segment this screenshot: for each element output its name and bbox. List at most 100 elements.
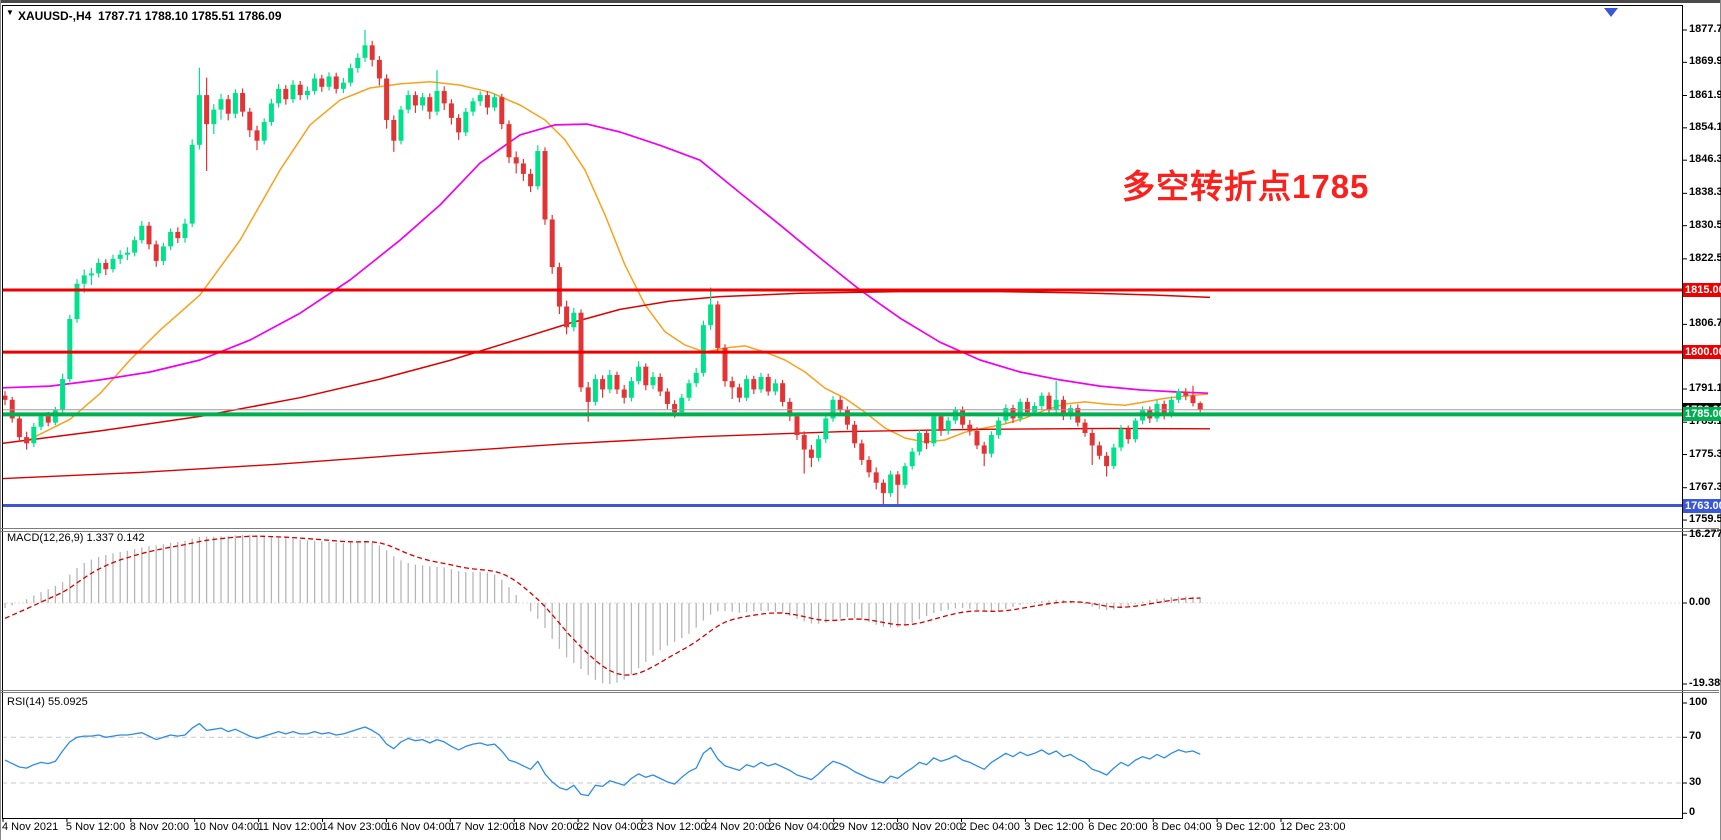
rsi-axis-label: 30	[1689, 776, 1702, 788]
time-axis-label: 26 Nov 04:00	[768, 821, 835, 833]
time-axis-label: 10 Nov 04:00	[193, 821, 260, 833]
candle-up	[182, 223, 188, 239]
candle-up	[340, 82, 346, 89]
time-axis-label: 18 Nov 20:00	[513, 821, 579, 833]
candle-down	[513, 157, 519, 164]
candle-up	[31, 426, 37, 444]
candle-down	[549, 219, 555, 268]
candle-down	[45, 416, 51, 423]
price-axis-label: 1861.90	[1689, 88, 1721, 101]
candle-up	[708, 304, 714, 326]
candle-up	[211, 109, 217, 125]
ma-slow-red	[2, 290, 1211, 445]
candle-up	[909, 451, 915, 467]
candle-down	[484, 95, 490, 108]
candle-down	[924, 432, 930, 444]
candle-down	[384, 78, 390, 120]
candle-up	[67, 318, 73, 380]
rsi-line	[4, 722, 1201, 797]
symbol-dropdown-icon[interactable]: ▼	[6, 8, 14, 17]
macd-indicator-label: MACD(12,26,9) 1.337 0.142	[7, 532, 145, 544]
candle-up	[607, 374, 613, 390]
time-axis-label: 8 Nov 20:00	[129, 821, 190, 833]
candle-down	[369, 45, 375, 60]
candle-down	[643, 366, 649, 386]
candle-up	[535, 151, 541, 187]
candle-down	[672, 403, 678, 413]
chart-shift-triangle-icon	[1604, 8, 1618, 17]
candle-down	[751, 379, 757, 390]
ma-fast-orange	[29, 81, 1209, 443]
candle-up	[636, 366, 642, 382]
candle-down	[974, 430, 980, 446]
time-axis-label: 8 Dec 04:00	[1152, 821, 1212, 833]
macd-axis-label: 16.277	[1689, 528, 1721, 540]
candle-down	[520, 163, 526, 174]
candle-down	[787, 401, 793, 417]
candle-down	[1089, 432, 1095, 446]
candle-down	[852, 424, 858, 444]
price-line-label: 1800.00	[1683, 345, 1721, 360]
time-axis-label: 30 Nov 20:00	[896, 821, 963, 833]
candle-down	[542, 151, 548, 220]
candle-down	[729, 381, 735, 388]
price-axis-label: 1759.50	[1689, 513, 1721, 526]
candle-down	[801, 435, 807, 450]
candle-down	[448, 103, 454, 118]
candle-down	[808, 449, 814, 458]
time-axis-label: 17 Nov 12:00	[449, 821, 515, 833]
candle-down	[297, 84, 303, 96]
candle-up	[571, 312, 577, 328]
price-axis-label: 1854.10	[1689, 120, 1721, 133]
candle-up	[38, 416, 44, 427]
candle-up	[168, 231, 174, 247]
price-axis-label: 1830.50	[1689, 218, 1721, 231]
candle-up	[268, 103, 274, 123]
candle-down	[780, 383, 786, 402]
candle-up	[463, 111, 469, 133]
candle-down	[204, 95, 210, 125]
chart-border	[2, 5, 1683, 819]
price-axis-label: 1838.30	[1689, 186, 1721, 199]
candle-up	[1111, 447, 1117, 467]
candle-down	[175, 231, 181, 239]
candle-down	[376, 59, 382, 79]
candle-down	[578, 312, 584, 388]
macd-signal-line	[4, 535, 1201, 676]
candle-down	[283, 88, 289, 100]
time-axis-label: 16 Nov 04:00	[385, 821, 451, 833]
candle-up	[592, 379, 598, 402]
time-axis-label: 12 Dec 23:00	[1280, 821, 1346, 833]
rsi-axis-label: 100	[1689, 696, 1708, 708]
candle-down	[1197, 403, 1203, 410]
candle-up	[902, 466, 908, 485]
time-axis-label: 6 Dec 20:00	[1088, 821, 1148, 833]
price-line-label: 1763.00	[1683, 498, 1721, 513]
time-axis-label: 23 Nov 12:00	[641, 821, 707, 833]
time-axis-label: 9 Dec 12:00	[1216, 821, 1276, 833]
price-line-label: 1785.00	[1683, 407, 1721, 422]
candle-down	[967, 424, 973, 431]
candle-down	[664, 391, 670, 404]
candle-up	[686, 383, 692, 398]
time-axis-label: 5 Nov 12:00	[65, 821, 126, 833]
time-axis-label: 11 Nov 12:00	[257, 821, 323, 833]
candle-down	[715, 304, 721, 348]
candle-down	[722, 347, 728, 382]
candle-up	[405, 95, 411, 110]
candle-up	[931, 416, 937, 444]
macd-axis-label: 0.00	[1689, 596, 1711, 608]
candle-down	[794, 416, 800, 436]
candle-up	[276, 88, 282, 104]
candle-up	[218, 99, 224, 110]
time-axis-label: 29 Nov 12:00	[832, 821, 899, 833]
candle-up	[996, 420, 1002, 436]
candle-down	[837, 399, 843, 411]
macd-axis-label: -19.389	[1689, 676, 1721, 689]
candle-up	[823, 418, 829, 440]
candle-down	[9, 399, 15, 419]
candle-up	[290, 84, 296, 100]
candle-up	[1053, 399, 1059, 411]
time-axis-label: 2 Dec 04:00	[960, 821, 1020, 833]
